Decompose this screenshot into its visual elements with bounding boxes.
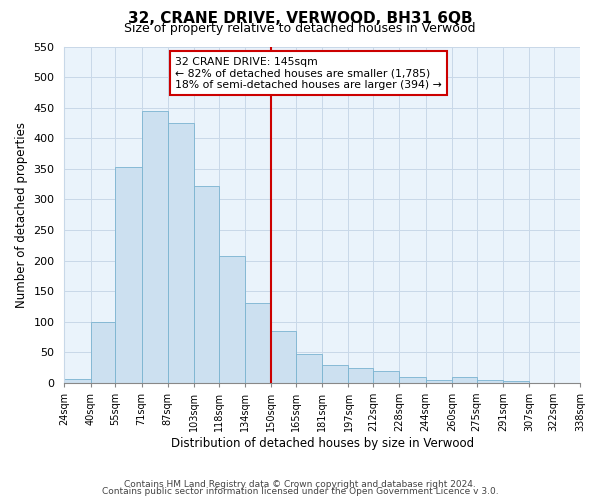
Bar bbox=[115, 167, 142, 383]
Bar bbox=[271, 331, 296, 383]
Y-axis label: Number of detached properties: Number of detached properties bbox=[15, 122, 28, 308]
Bar bbox=[142, 110, 168, 383]
Text: Size of property relative to detached houses in Verwood: Size of property relative to detached ho… bbox=[124, 22, 476, 35]
Text: 32 CRANE DRIVE: 145sqm
← 82% of detached houses are smaller (1,785)
18% of semi-: 32 CRANE DRIVE: 145sqm ← 82% of detached… bbox=[175, 56, 442, 90]
Bar bbox=[476, 380, 503, 383]
Bar bbox=[64, 378, 91, 383]
Bar bbox=[452, 377, 476, 383]
Bar bbox=[296, 354, 322, 383]
Text: Contains HM Land Registry data © Crown copyright and database right 2024.: Contains HM Land Registry data © Crown c… bbox=[124, 480, 476, 489]
Bar bbox=[349, 368, 373, 383]
Bar bbox=[322, 365, 349, 383]
Bar bbox=[194, 186, 219, 383]
Bar bbox=[373, 372, 400, 383]
Bar bbox=[425, 380, 452, 383]
Text: Contains public sector information licensed under the Open Government Licence v : Contains public sector information licen… bbox=[101, 488, 499, 496]
Bar bbox=[400, 377, 425, 383]
Bar bbox=[168, 123, 194, 383]
Bar bbox=[245, 304, 271, 383]
Bar bbox=[503, 381, 529, 383]
X-axis label: Distribution of detached houses by size in Verwood: Distribution of detached houses by size … bbox=[170, 437, 474, 450]
Bar bbox=[219, 256, 245, 383]
Text: 32, CRANE DRIVE, VERWOOD, BH31 6QB: 32, CRANE DRIVE, VERWOOD, BH31 6QB bbox=[128, 11, 472, 26]
Bar bbox=[91, 322, 115, 383]
